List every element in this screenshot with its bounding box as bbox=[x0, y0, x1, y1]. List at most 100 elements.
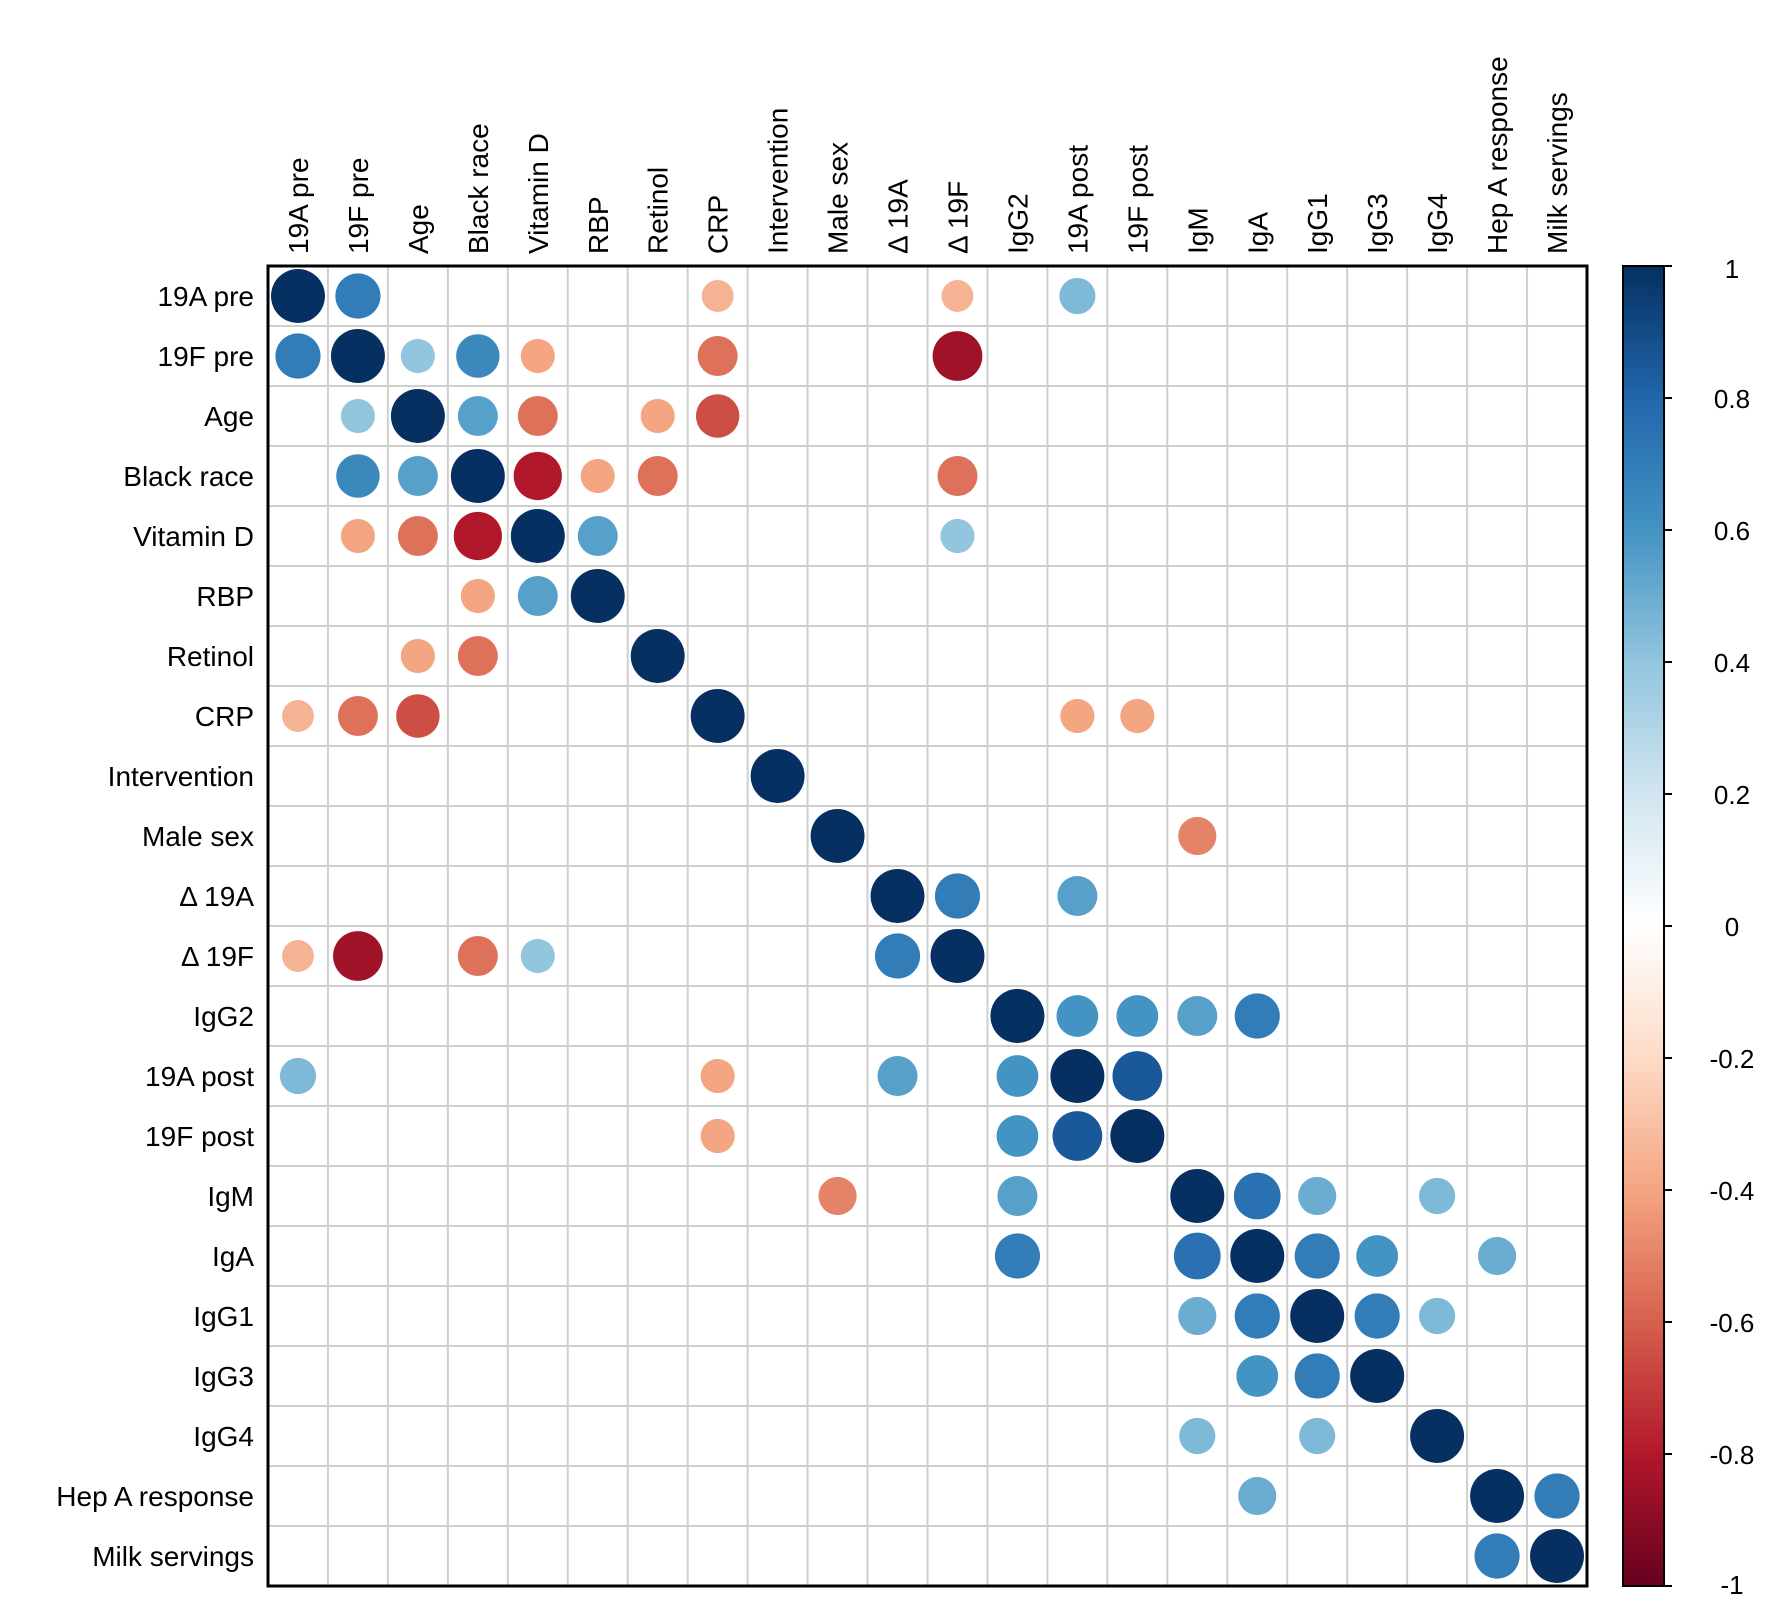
corr-circle-19-17 bbox=[1299, 1417, 1336, 1455]
colorbar-tick-label: -0.6 bbox=[1710, 1308, 1755, 1338]
row-label: Intervention bbox=[108, 761, 254, 792]
corr-circle-6-6 bbox=[630, 629, 685, 683]
corr-circle-7-2 bbox=[396, 694, 440, 738]
corr-circle-7-7 bbox=[690, 689, 745, 743]
corr-circle-13-14 bbox=[1112, 1051, 1163, 1101]
column-label: IgG1 bbox=[1302, 193, 1333, 254]
corr-circle-11-10 bbox=[874, 933, 921, 979]
column-label: 19F post bbox=[1122, 145, 1153, 254]
column-label: Age bbox=[403, 204, 434, 254]
corr-circle-4-1 bbox=[340, 518, 375, 554]
corr-circle-2-2 bbox=[390, 389, 445, 443]
corr-circle-12-16 bbox=[1234, 993, 1280, 1039]
column-label: Retinol bbox=[643, 167, 674, 254]
row-label: IgG3 bbox=[193, 1361, 254, 1392]
column-label: 19F pre bbox=[343, 158, 374, 255]
column-label: Hep A response bbox=[1482, 56, 1513, 254]
corr-circle-14-7 bbox=[700, 1118, 735, 1154]
corr-circle-12-12 bbox=[990, 989, 1045, 1043]
corr-circle-17-16 bbox=[1234, 1293, 1280, 1339]
column-label: Male sex bbox=[823, 142, 854, 254]
grid-lines bbox=[268, 266, 1587, 1586]
column-label: IgG4 bbox=[1422, 193, 1453, 254]
corr-circle-17-17 bbox=[1290, 1289, 1345, 1343]
corr-circle-3-4 bbox=[513, 451, 562, 501]
colorbar-tick-label: -0.4 bbox=[1710, 1176, 1755, 1206]
column-label: IgM bbox=[1182, 207, 1213, 254]
corr-circle-0-13 bbox=[1059, 277, 1096, 315]
corr-circle-3-11 bbox=[937, 455, 978, 497]
corr-circle-17-18 bbox=[1354, 1293, 1400, 1339]
corr-circle-6-2 bbox=[400, 638, 435, 674]
corr-circle-7-0 bbox=[282, 700, 314, 732]
corr-circle-5-3 bbox=[460, 578, 495, 614]
column-label: Δ 19A bbox=[883, 179, 914, 254]
corr-circle-15-19 bbox=[1419, 1177, 1456, 1215]
corr-circle-16-12 bbox=[994, 1233, 1041, 1279]
column-label: Vitamin D bbox=[523, 133, 554, 254]
row-label: IgA bbox=[212, 1241, 254, 1272]
corr-circle-13-7 bbox=[700, 1058, 735, 1094]
colorbar-tick-label: -0.8 bbox=[1710, 1440, 1755, 1470]
corr-circle-3-3 bbox=[450, 449, 505, 503]
corr-circle-18-18 bbox=[1350, 1349, 1405, 1403]
row-label: IgM bbox=[207, 1181, 254, 1212]
row-label: IgG1 bbox=[193, 1301, 254, 1332]
column-label: CRP bbox=[703, 195, 734, 254]
row-label: RBP bbox=[196, 581, 254, 612]
corr-circle-6-3 bbox=[457, 635, 498, 677]
corr-circle-1-2 bbox=[400, 338, 435, 374]
corr-circle-17-15 bbox=[1178, 1296, 1217, 1336]
corr-circle-14-13 bbox=[1052, 1111, 1103, 1161]
corr-circle-16-18 bbox=[1356, 1235, 1399, 1277]
corr-circle-5-5 bbox=[570, 569, 625, 623]
row-label: CRP bbox=[195, 701, 254, 732]
corr-circle-9-15 bbox=[1178, 816, 1217, 856]
row-label: IgG4 bbox=[193, 1421, 254, 1452]
corr-circle-2-7 bbox=[695, 394, 740, 438]
corr-circle-10-10 bbox=[870, 869, 925, 923]
corr-circle-13-13 bbox=[1050, 1049, 1105, 1103]
corr-circle-19-19 bbox=[1410, 1409, 1465, 1463]
column-label: IgG2 bbox=[1002, 193, 1033, 254]
corr-circle-21-21 bbox=[1530, 1529, 1585, 1583]
corr-circle-13-0 bbox=[279, 1057, 317, 1095]
row-label: Milk servings bbox=[92, 1541, 254, 1572]
row-label: Age bbox=[204, 401, 254, 432]
corr-circle-0-1 bbox=[335, 273, 381, 319]
corr-circle-15-15 bbox=[1170, 1169, 1225, 1223]
corr-circle-12-15 bbox=[1177, 995, 1218, 1037]
column-label: Intervention bbox=[763, 108, 794, 254]
corr-circle-1-4 bbox=[520, 338, 555, 374]
corr-circle-5-4 bbox=[517, 575, 558, 617]
corr-circle-4-11 bbox=[940, 518, 975, 554]
corr-circle-3-1 bbox=[336, 454, 380, 498]
corr-circle-12-14 bbox=[1116, 995, 1159, 1037]
colorbar-tick-label: 0.4 bbox=[1714, 648, 1750, 678]
row-label: Retinol bbox=[167, 641, 254, 672]
row-label: Δ 19A bbox=[179, 881, 254, 912]
corr-circle-11-1 bbox=[333, 931, 383, 981]
corr-circle-11-0 bbox=[282, 940, 314, 972]
row-label: Hep A response bbox=[56, 1481, 254, 1512]
row-label: 19F pre bbox=[158, 341, 255, 372]
corr-circle-1-11 bbox=[932, 331, 983, 381]
column-label: 19A pre bbox=[283, 157, 314, 254]
row-labels: 19A pre 19F pre Age Black race Vitamin D RBP R… bbox=[56, 281, 254, 1572]
corr-circle-12-13 bbox=[1056, 995, 1099, 1037]
corr-circle-14-14 bbox=[1110, 1109, 1165, 1163]
column-label: Δ 19F bbox=[942, 181, 973, 254]
corr-circle-20-16 bbox=[1238, 1476, 1277, 1516]
corr-circle-4-4 bbox=[510, 509, 565, 563]
corr-circle-21-20 bbox=[1474, 1533, 1520, 1579]
colorbar-tick-label: 0.2 bbox=[1714, 780, 1750, 810]
colorbar-tick-label: 0.6 bbox=[1714, 516, 1750, 546]
colorbar-tick-label: 1 bbox=[1725, 254, 1739, 284]
corr-circle-9-9 bbox=[810, 809, 865, 863]
row-label: 19F post bbox=[145, 1121, 254, 1152]
colorbar-tick-label: 0 bbox=[1725, 912, 1739, 942]
corr-circle-7-13 bbox=[1060, 698, 1095, 734]
corr-circle-15-17 bbox=[1298, 1176, 1337, 1216]
corr-circle-1-0 bbox=[275, 333, 321, 379]
